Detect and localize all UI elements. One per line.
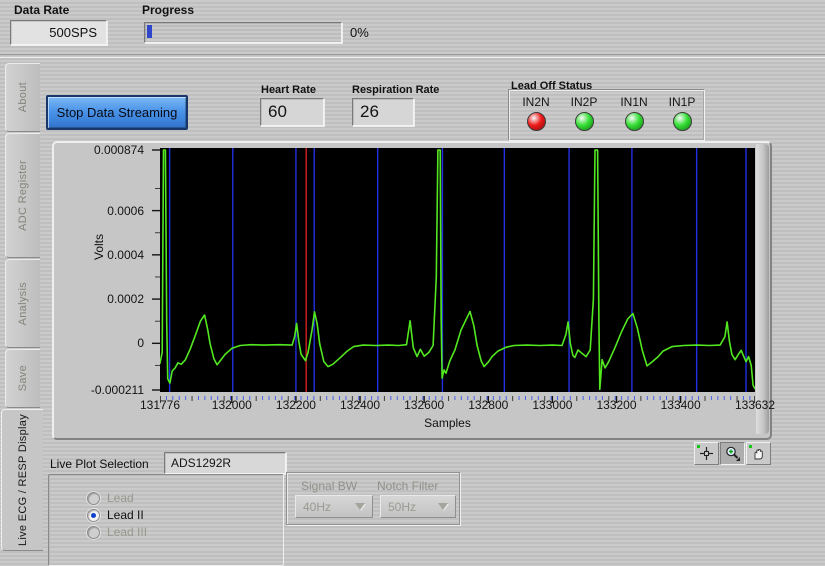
tab-about[interactable]: About [5,63,40,132]
tab-analysis[interactable]: Analysis [5,259,40,348]
notch-filter-dropdown[interactable]: 50Hz [380,495,456,518]
x-axis-labels: 131776 132000 132200 132400 132600 132800 1330… [140,398,775,412]
x-axis-ticks [159,392,756,403]
lead-off-status-frame: IN2N IN2P IN1N IN1P [508,89,705,141]
tab-save[interactable]: Save [5,349,40,408]
x-tick-label: 132000 [211,398,252,412]
dropdown-arrow-icon [355,503,365,510]
tab-label: Live ECG / RESP Display [16,413,29,547]
notch-filter-value: 50Hz [388,499,417,514]
pan-tool-button[interactable] [746,442,771,465]
led-label: IN1N [620,95,648,109]
y-axis-labels: 0.000874 0.0006 0.0004 0.0002 0 -0.000211 [60,143,146,397]
x-tick-label: 132600 [404,398,445,412]
y-tick-label: 0.000874 [93,143,144,157]
ecg-plot-svg [159,148,756,392]
led-indicator [672,112,692,131]
ecg-graph-right-bevel [756,144,769,434]
tab-label: ADC Register [17,160,29,231]
x-tick-label: 133000 [532,398,573,412]
magnifier-icon [726,446,740,461]
radio-label: Lead III [107,525,148,539]
y-tick-label: 0.0006 [107,203,144,218]
live-plot-selection-label: Live Plot Selection [50,457,149,471]
x-tick-label: 133200 [596,398,637,412]
x-tick-label: 133400 [660,398,701,412]
lead-selection-group: Lead Lead II Lead III [48,474,284,566]
radio-lead-iii[interactable]: Lead III [87,525,147,539]
y-tick-label: 0.0004 [107,247,144,262]
led-label: IN2N [522,95,550,109]
x-tick-label: 132200 [275,398,316,412]
progress-bar [144,22,342,43]
x-tick-label: 131776 [139,398,181,412]
notch-filter-label: Notch Filter [377,479,439,493]
x-ticks-svg [159,396,756,403]
tab-strip: About ADC Register Analysis Save Live ECG / … [0,57,43,551]
tab-label: About [17,82,29,113]
radio-button-icon[interactable] [87,508,100,522]
led-indicator [624,112,644,131]
heart-rate-label: Heart Rate [261,84,317,96]
x-tick-label: 133632 [734,398,776,412]
y-tick-label: 0.0002 [107,292,144,307]
progress-label: Progress [142,3,195,17]
led-indicator [526,112,546,131]
led-in2p: IN2P [561,95,607,131]
tab-label: Analysis [17,281,29,326]
signal-bw-value: 40Hz [303,499,332,514]
plot-area[interactable] [159,148,756,392]
radio-label: Lead [107,491,134,505]
zoom-tool-button[interactable] [720,442,745,465]
signal-bw-label: Signal BW [301,479,358,493]
led-label: IN2P [570,95,598,109]
data-rate-selector[interactable]: 500SPS [10,20,107,45]
y-ticks-svg [152,149,160,391]
respiration-rate-indicator: 26 [352,98,414,126]
crosshair-icon [700,447,713,460]
y-tick-label: 0 [137,336,144,351]
radio-lead[interactable]: Lead [87,491,134,505]
ecg-trace [159,149,756,391]
dropdown-arrow-icon [438,503,448,510]
live-plot-selection-field[interactable]: ADS1292R [164,452,286,474]
led-indicator [574,112,594,131]
heart-rate-indicator: 60 [260,98,324,126]
led-in1p: IN1P [659,95,705,131]
radio-lead-ii[interactable]: Lead II [87,508,144,522]
data-rate-label: Data Rate [14,3,70,17]
pan-tool-indicator [749,445,752,448]
hand-icon [754,448,763,460]
tab-live-ecg-resp-display[interactable]: Live ECG / RESP Display [1,409,43,551]
cursor-tool-button[interactable] [694,442,719,465]
progress-percent: 0% [350,25,369,40]
radio-label: Lead II [107,508,144,522]
progress-bar-fill [147,25,152,38]
x-tick-label: 132800 [468,398,509,412]
tab-adc-register[interactable]: ADC Register [5,133,40,258]
respiration-rate-label: Respiration Rate [352,84,440,96]
header-divider [0,54,825,58]
tab-label: Save [17,365,29,392]
signal-bw-dropdown[interactable]: 40Hz [295,495,373,518]
led-in1n: IN1N [611,95,657,131]
led-label: IN1P [668,95,696,109]
graph-palette [694,442,771,465]
x-tick-label: 132400 [340,398,381,412]
cursor-tool-indicator [697,445,700,448]
stop-data-streaming-button[interactable]: Stop Data Streaming [46,95,188,130]
radio-button-icon[interactable] [87,491,100,505]
x-axis-title: Samples [424,416,471,430]
y-tick-label: -0.000211 [90,383,144,397]
led-in2n: IN2N [513,95,559,131]
filter-settings-frame: Signal BW Notch Filter 40Hz 50Hz [286,472,460,525]
radio-button-icon[interactable] [87,525,100,539]
y-axis-ticks [148,148,160,392]
